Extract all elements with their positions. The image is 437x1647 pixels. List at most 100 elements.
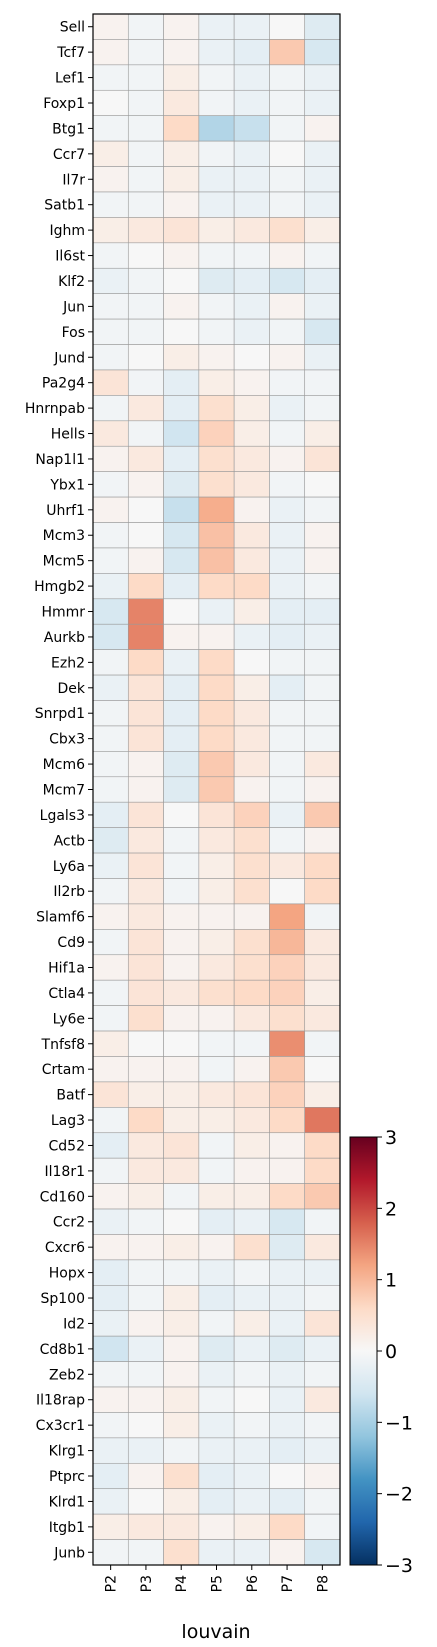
heatmap-cell	[92, 547, 129, 574]
heatmap-cell	[198, 674, 235, 701]
heatmap-cell	[269, 1488, 306, 1515]
heatmap-cell	[92, 1437, 129, 1464]
heatmap-cell	[92, 573, 129, 600]
heatmap-cell	[269, 1386, 306, 1413]
heatmap-cell	[304, 1081, 341, 1108]
heatmap-cell	[304, 903, 341, 930]
row-label: Itgb1	[49, 1520, 85, 1536]
heatmap-cell	[127, 878, 164, 905]
heatmap-cell	[163, 1056, 200, 1083]
heatmap-cell	[92, 1107, 129, 1134]
heatmap-cell	[198, 1437, 235, 1464]
heatmap-cell	[198, 13, 235, 40]
heatmap-cell	[92, 751, 129, 778]
heatmap-cell	[198, 1005, 235, 1032]
heatmap-cells	[92, 13, 341, 1566]
heatmap-cell	[304, 471, 341, 498]
heatmap-cell	[304, 547, 341, 574]
heatmap-cell	[163, 166, 200, 193]
heatmap-cell	[233, 166, 270, 193]
heatmap-cell	[233, 1437, 270, 1464]
heatmap-cell	[198, 1386, 235, 1413]
heatmap-cell	[163, 929, 200, 956]
heatmap-cell	[304, 13, 341, 40]
row-label: Hells	[51, 427, 85, 443]
heatmap-cell	[269, 623, 306, 650]
heatmap-cell	[233, 64, 270, 91]
heatmap-cell	[127, 1259, 164, 1286]
heatmap-cell	[304, 751, 341, 778]
heatmap-cell	[233, 852, 270, 879]
row-label: Ptprc	[49, 1469, 85, 1485]
heatmap-cell	[269, 954, 306, 981]
heatmap-cell	[233, 445, 270, 472]
heatmap-cell	[269, 1462, 306, 1490]
heatmap-cell	[127, 191, 164, 218]
row-label: Tcf7	[56, 45, 85, 61]
row-label: Jund	[53, 350, 85, 366]
heatmap-cell	[198, 1285, 235, 1312]
heatmap-cell	[127, 1107, 164, 1134]
heatmap-cell	[198, 1056, 235, 1083]
heatmap-cell	[269, 1513, 306, 1540]
heatmap-cell	[92, 1285, 129, 1312]
heatmap-cell	[269, 1437, 306, 1464]
heatmap-cell	[198, 395, 235, 422]
heatmap-cell	[304, 1157, 341, 1184]
heatmap-cell	[304, 801, 341, 828]
heatmap-cell	[304, 1539, 341, 1566]
heatmap-cell	[127, 496, 164, 523]
heatmap-cell	[233, 115, 270, 142]
heatmap-cell	[163, 1183, 200, 1210]
heatmap-cell	[92, 115, 129, 142]
heatmap-cell	[269, 318, 306, 345]
heatmap-cell	[304, 1234, 341, 1261]
heatmap-cell	[92, 776, 129, 803]
heatmap-cell	[304, 217, 341, 244]
heatmap-cell	[127, 1310, 164, 1337]
row-label: Junb	[53, 1545, 85, 1561]
heatmap-cell	[233, 598, 270, 625]
heatmap-cell	[198, 191, 235, 218]
heatmap-cell	[92, 369, 129, 396]
heatmap-cell	[127, 954, 164, 981]
heatmap-cell	[163, 344, 200, 371]
heatmap-cell	[127, 1056, 164, 1083]
heatmap-cell	[233, 522, 270, 549]
row-label: Ighm	[49, 223, 85, 239]
heatmap-cell	[198, 827, 235, 854]
column-label: P4	[174, 1575, 190, 1592]
heatmap-cell	[127, 13, 164, 40]
row-label: Actb	[54, 833, 86, 849]
heatmap-cell	[92, 140, 129, 167]
heatmap-cell	[163, 598, 200, 625]
heatmap-cell	[198, 1183, 235, 1210]
column-label: P8	[315, 1575, 331, 1592]
heatmap-cell	[92, 1259, 129, 1286]
heatmap-cell	[269, 700, 306, 727]
heatmap-cell	[127, 395, 164, 422]
heatmap-cell	[127, 1335, 164, 1362]
heatmap-cell	[127, 1386, 164, 1413]
heatmap-cell	[127, 751, 164, 778]
heatmap-cell	[269, 1361, 306, 1388]
heatmap-cell	[269, 725, 306, 752]
row-label: Ly6e	[53, 1011, 85, 1027]
colorbar-tick-label: 0	[385, 1341, 397, 1363]
heatmap-cell	[304, 1285, 341, 1312]
colorbar	[349, 1136, 378, 1566]
heatmap-cell	[233, 903, 270, 930]
heatmap-cell	[269, 547, 306, 574]
colorbar-tick-label: −3	[385, 1555, 413, 1577]
heatmap-cell	[233, 725, 270, 752]
row-label: Ccr2	[53, 1215, 85, 1231]
heatmap-cell	[92, 929, 129, 956]
heatmap-cell	[233, 1412, 270, 1439]
heatmap-cell	[233, 1005, 270, 1032]
heatmap-cell	[92, 1310, 129, 1337]
heatmap-cell	[269, 878, 306, 905]
heatmap-cell	[233, 776, 270, 803]
row-label: Hmmr	[41, 605, 85, 621]
heatmap-cell	[269, 191, 306, 218]
heatmap-cell	[304, 1462, 341, 1490]
